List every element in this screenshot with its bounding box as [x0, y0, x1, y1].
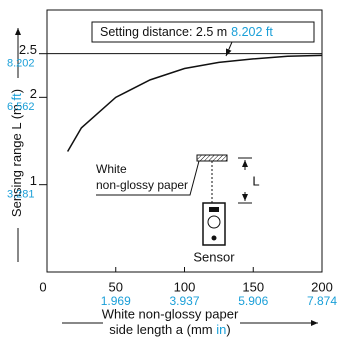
x-tick-label: 0 [39, 279, 46, 294]
y-tick-label: 1 [30, 173, 37, 188]
y-tick-label: 2.5 [19, 42, 37, 57]
paper-label: White [96, 162, 127, 176]
paper-label: non-glossy paper [96, 178, 188, 192]
plot-frame [46, 9, 323, 273]
x-tick-label-in: 7.874 [307, 294, 337, 308]
sensor-lens [207, 215, 221, 229]
x-tick-label: 150 [242, 279, 264, 294]
sensor-dot [211, 235, 217, 241]
paper-icon [196, 154, 228, 162]
y-axis-title: Sensing range L (m ft) [9, 89, 24, 217]
annotation-box [91, 21, 315, 43]
data-line [66, 54, 323, 152]
annotation: Setting distance: 2.5 m 8.202 ft [100, 25, 273, 39]
sensor-icon [202, 202, 226, 246]
x-tick-label: 50 [109, 279, 123, 294]
sensor-led [209, 207, 219, 212]
distance-label: L [252, 173, 259, 188]
y-tick-label-ft: 6.562 [7, 101, 35, 113]
leader-line [96, 160, 200, 196]
y-tick-label: 2 [30, 86, 37, 101]
x-tick-label-in: 1.969 [101, 294, 131, 308]
x-tick-label-in: 3.937 [169, 294, 199, 308]
x-axis-title: side length a (mm in) [109, 322, 230, 337]
x-tick-label-in: 5.906 [238, 294, 268, 308]
x-axis-title: White non-glossy paper [102, 306, 239, 321]
sensor-label: Sensor [193, 249, 235, 264]
y-tick-label-ft: 8.202 [7, 58, 35, 70]
annotation-arrow [225, 41, 233, 57]
x-tick-label: 100 [174, 279, 196, 294]
y-tick-label-ft: 3.281 [7, 189, 35, 201]
x-tick-label: 200 [311, 279, 333, 294]
